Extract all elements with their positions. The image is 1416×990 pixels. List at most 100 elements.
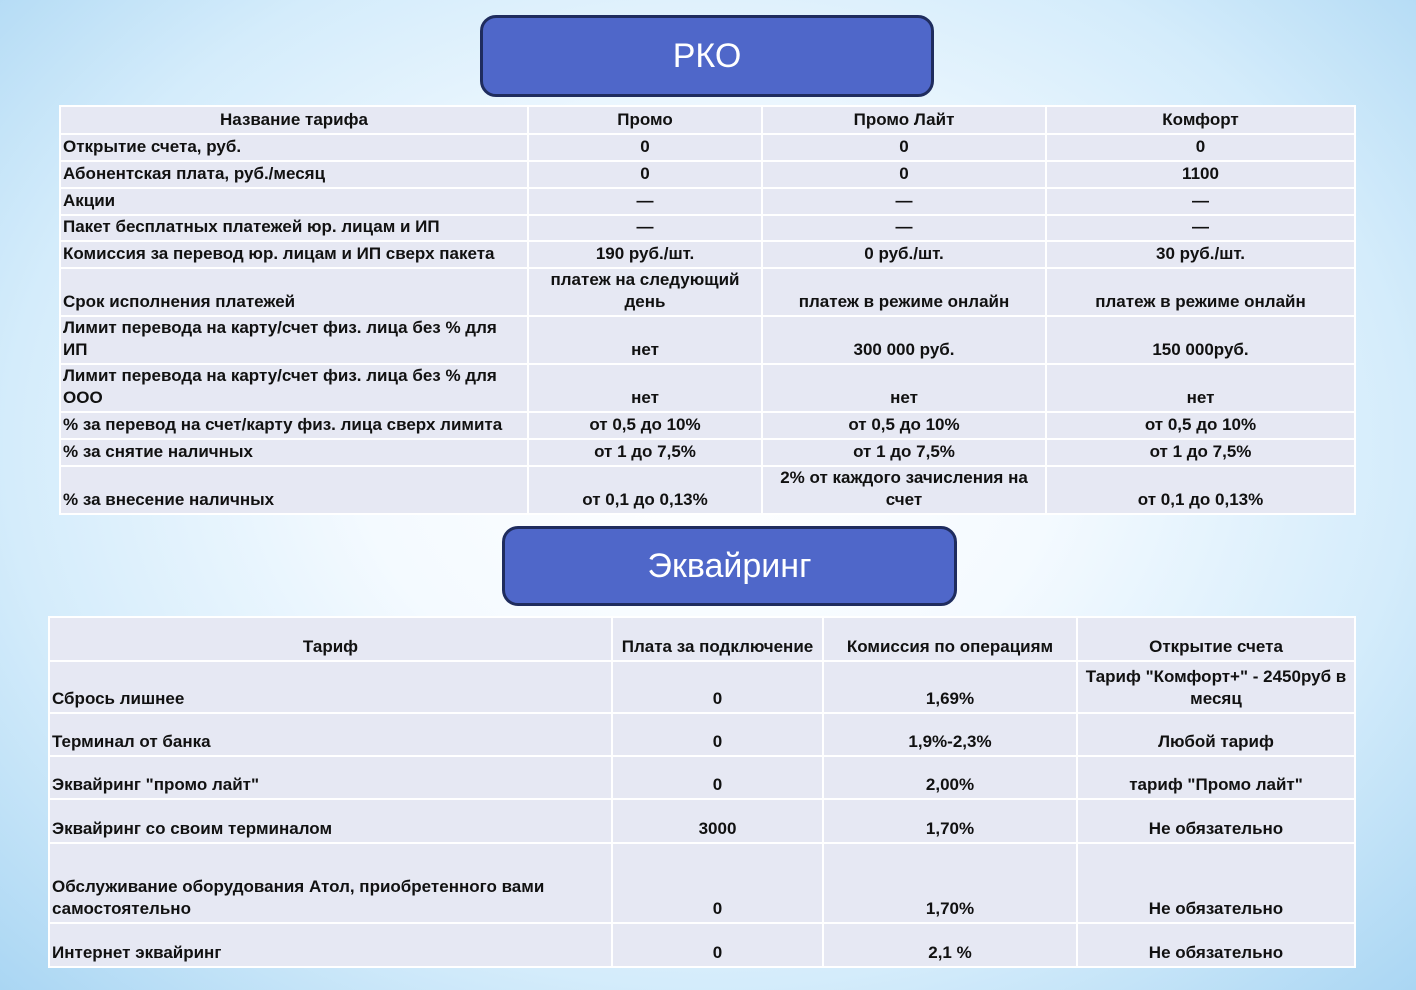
rko-title-banner: РКО (480, 15, 934, 97)
table-row: Терминал от банка 0 1,9%-2,3% Любой тари… (48, 712, 1356, 757)
table-cell: 0 руб./шт. (761, 240, 1047, 269)
table-row: Интернет эквайринг 0 2,1 % Не обязательн… (48, 922, 1356, 968)
table-cell: от 0,5 до 10% (1045, 411, 1356, 440)
table-row: Сбрось лишнее 0 1,69% Тариф "Комфорт+" -… (48, 660, 1356, 714)
row-label: Эквайринг "промо лайт" (48, 755, 613, 800)
row-label: Абонентская плата, руб./месяц (59, 160, 529, 189)
table-cell: 0 (761, 160, 1047, 189)
table-cell: 1,9%-2,3% (822, 712, 1078, 757)
table-cell: от 0,5 до 10% (527, 411, 763, 440)
table-cell: — (527, 187, 763, 216)
table-cell: 190 руб./шт. (527, 240, 763, 269)
table-cell: 300 000 руб. (761, 315, 1047, 365)
acquiring-title: Эквайринг (647, 546, 812, 585)
row-label: % за снятие наличных (59, 438, 529, 467)
table-cell: 30 руб./шт. (1045, 240, 1356, 269)
table-cell: — (1045, 187, 1356, 216)
table-cell: — (527, 214, 763, 242)
table-header-row: Название тарифа Промо Промо Лайт Комфорт (59, 105, 1356, 135)
table-row: Лимит перевода на карту/счет физ. лица б… (59, 315, 1356, 365)
row-label: Открытие счета, руб. (59, 133, 529, 162)
row-label: Интернет эквайринг (48, 922, 613, 968)
table-cell: — (761, 187, 1047, 216)
table-cell: 0 (611, 922, 824, 968)
table-cell: нет (527, 363, 763, 413)
table-cell: от 0,1 до 0,13% (527, 465, 763, 515)
acquiring-title-banner: Эквайринг (502, 526, 957, 606)
acquiring-tariff-table: Тариф Плата за подключение Комиссия по о… (48, 616, 1356, 968)
table-cell: 150 000руб. (1045, 315, 1356, 365)
row-label: Срок исполнения платежей (59, 267, 529, 317)
table-cell: 1,70% (822, 842, 1078, 924)
table-cell: от 0,5 до 10% (761, 411, 1047, 440)
table-cell: 2,00% (822, 755, 1078, 800)
table-row: Комиссия за перевод юр. лицам и ИП сверх… (59, 240, 1356, 269)
row-label: Лимит перевода на карту/счет физ. лица б… (59, 363, 529, 413)
table-cell: 2,1 % (822, 922, 1078, 968)
row-label: Комиссия за перевод юр. лицам и ИП сверх… (59, 240, 529, 269)
table-cell: платеж на следующий день (527, 267, 763, 317)
table-row: Обслуживание оборудования Атол, приобрет… (48, 842, 1356, 924)
table-row: Лимит перевода на карту/счет физ. лица б… (59, 363, 1356, 413)
row-label: Лимит перевода на карту/счет физ. лица б… (59, 315, 529, 365)
table-cell: нет (761, 363, 1047, 413)
row-label: % за перевод на счет/карту физ. лица све… (59, 411, 529, 440)
table-cell: 0 (611, 660, 824, 714)
header-cell: Открытие счета (1076, 616, 1356, 662)
table-header-row: Тариф Плата за подключение Комиссия по о… (48, 616, 1356, 662)
header-cell: Тариф (48, 616, 613, 662)
table-cell: платеж в режиме онлайн (1045, 267, 1356, 317)
table-cell: 2% от каждого зачисления на счет (761, 465, 1047, 515)
row-label: Эквайринг со своим терминалом (48, 798, 613, 844)
table-cell: Любой тариф (1076, 712, 1356, 757)
table-row: Эквайринг "промо лайт" 0 2,00% тариф "Пр… (48, 755, 1356, 800)
table-row: Абонентская плата, руб./месяц 0 0 1100 (59, 160, 1356, 189)
header-cell: Плата за подключение (611, 616, 824, 662)
table-cell: 3000 (611, 798, 824, 844)
table-cell: Не обязательно (1076, 842, 1356, 924)
row-label: Пакет бесплатных платежей юр. лицам и ИП (59, 214, 529, 242)
table-cell: 1,70% (822, 798, 1078, 844)
rko-title: РКО (672, 36, 742, 75)
table-cell: Тариф "Комфорт+" - 2450руб в месяц (1076, 660, 1356, 714)
header-cell: Название тарифа (59, 105, 529, 135)
table-cell: Не обязательно (1076, 798, 1356, 844)
table-row: Эквайринг со своим терминалом 3000 1,70%… (48, 798, 1356, 844)
table-cell: нет (1045, 363, 1356, 413)
rko-tariff-table: Название тарифа Промо Промо Лайт Комфорт… (59, 105, 1356, 515)
table-cell: от 0,1 до 0,13% (1045, 465, 1356, 515)
table-cell: 0 (611, 842, 824, 924)
table-cell: платеж в режиме онлайн (761, 267, 1047, 317)
table-cell: Не обязательно (1076, 922, 1356, 968)
row-label: Сбрось лишнее (48, 660, 613, 714)
header-cell: Промо (527, 105, 763, 135)
table-cell: от 1 до 7,5% (761, 438, 1047, 467)
header-cell: Промо Лайт (761, 105, 1047, 135)
header-cell: Комфорт (1045, 105, 1356, 135)
table-cell: 0 (1045, 133, 1356, 162)
row-label: Обслуживание оборудования Атол, приобрет… (48, 842, 613, 924)
table-row: Акции — — — (59, 187, 1356, 216)
table-cell: нет (527, 315, 763, 365)
table-cell: тариф "Промо лайт" (1076, 755, 1356, 800)
table-cell: 0 (527, 133, 763, 162)
table-cell: от 1 до 7,5% (1045, 438, 1356, 467)
table-cell: 0 (761, 133, 1047, 162)
row-label: % за внесение наличных (59, 465, 529, 515)
table-row: Открытие счета, руб. 0 0 0 (59, 133, 1356, 162)
table-cell: 0 (527, 160, 763, 189)
table-row: % за перевод на счет/карту физ. лица све… (59, 411, 1356, 440)
table-cell: от 1 до 7,5% (527, 438, 763, 467)
table-cell: 0 (611, 755, 824, 800)
table-row: % за снятие наличных от 1 до 7,5% от 1 д… (59, 438, 1356, 467)
table-cell: — (1045, 214, 1356, 242)
table-cell: — (761, 214, 1047, 242)
table-cell: 1,69% (822, 660, 1078, 714)
table-row: % за внесение наличных от 0,1 до 0,13% 2… (59, 465, 1356, 515)
table-row: Срок исполнения платежей платеж на следу… (59, 267, 1356, 317)
row-label: Терминал от банка (48, 712, 613, 757)
table-row: Пакет бесплатных платежей юр. лицам и ИП… (59, 214, 1356, 242)
row-label: Акции (59, 187, 529, 216)
table-cell: 1100 (1045, 160, 1356, 189)
table-cell: 0 (611, 712, 824, 757)
